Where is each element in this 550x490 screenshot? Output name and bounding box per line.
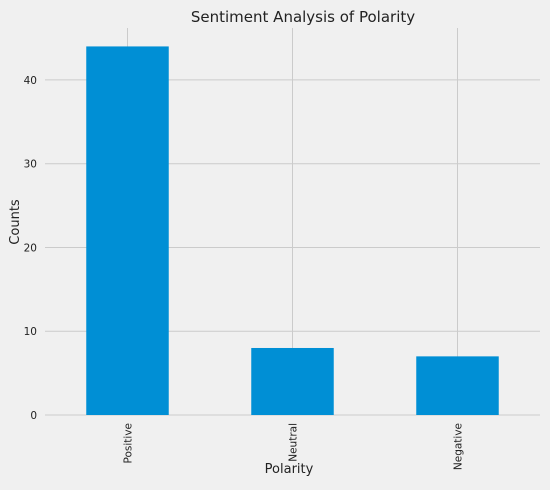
x-tick-label: Neutral — [288, 423, 300, 462]
y-tick-label: 0 — [30, 410, 37, 422]
x-axis-label: Polarity — [265, 462, 314, 477]
x-tick-label: Negative — [453, 423, 465, 470]
y-tick-label: 30 — [24, 159, 37, 171]
bar-negative — [416, 356, 499, 415]
x-tick-label: Positive — [123, 423, 135, 463]
y-tick-label: 40 — [24, 75, 37, 87]
y-axis-ticks: 0 10 20 30 40 — [24, 75, 37, 422]
y-axis-label: Counts — [8, 199, 23, 245]
chart-title: Sentiment Analysis of Polarity — [191, 8, 415, 26]
y-tick-label: 20 — [24, 242, 37, 254]
y-tick-label: 10 — [24, 326, 37, 338]
bar-neutral — [251, 347, 334, 415]
bars — [86, 46, 499, 416]
bar-positive — [86, 46, 169, 416]
x-axis-ticks: Positive Neutral Negative — [123, 423, 465, 470]
